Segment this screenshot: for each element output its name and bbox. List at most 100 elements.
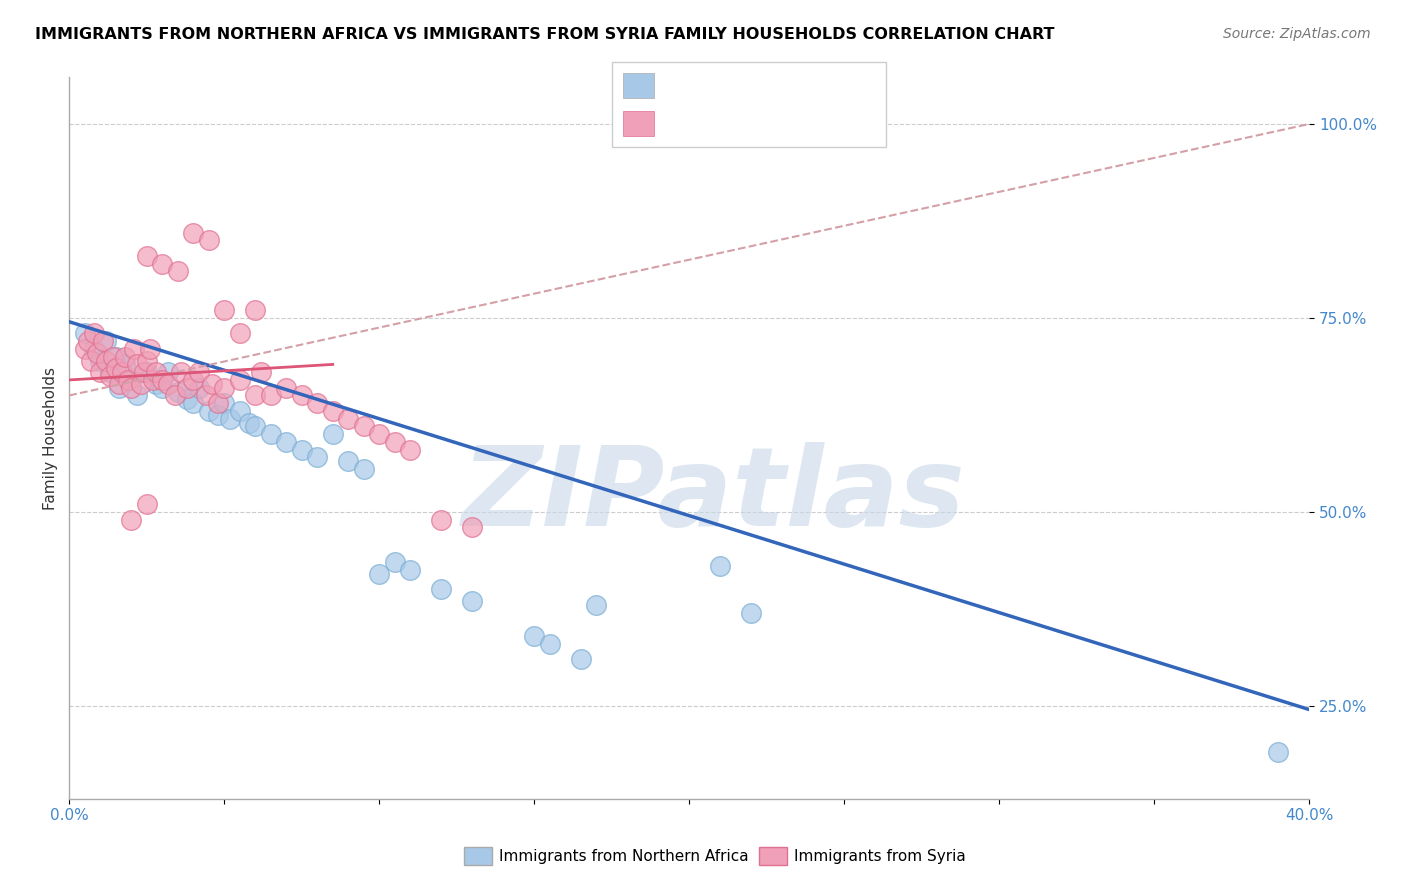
Text: 60: 60 [825, 112, 848, 129]
Point [260, 427, 283, 442]
Point [120, 512, 142, 526]
Point [163, 388, 186, 402]
Point [96, 334, 118, 348]
Point [181, 226, 204, 240]
Point [120, 373, 142, 387]
Point [166, 264, 188, 278]
Text: ZIPatlas: ZIPatlas [463, 442, 966, 549]
Point [322, 427, 344, 442]
Text: R =: R = [662, 112, 699, 129]
Point [176, 392, 198, 407]
Point [188, 381, 211, 395]
Point [157, 365, 180, 379]
Text: Immigrants from Northern Africa: Immigrants from Northern Africa [499, 849, 749, 863]
Point [145, 365, 167, 379]
Point [238, 416, 260, 430]
Point [86, 345, 108, 359]
Text: Immigrants from Syria: Immigrants from Syria [794, 849, 966, 863]
Point [166, 384, 188, 399]
Point [117, 373, 139, 387]
Point [73, 342, 96, 356]
Point [108, 376, 131, 391]
Point [585, 598, 607, 612]
Point [538, 637, 561, 651]
Point [212, 396, 235, 410]
Text: IMMIGRANTS FROM NORTHERN AFRICA VS IMMIGRANTS FROM SYRIA FAMILY HOUSEHOLDS CORRE: IMMIGRANTS FROM NORTHERN AFRICA VS IMMIG… [35, 27, 1054, 42]
Point [135, 353, 157, 368]
Text: 0.194: 0.194 [707, 112, 759, 129]
Point [229, 404, 252, 418]
Point [276, 381, 298, 395]
Point [129, 376, 152, 391]
Point [399, 442, 422, 457]
Point [127, 358, 149, 372]
Point [98, 365, 121, 379]
Point [104, 361, 127, 376]
Point [430, 512, 453, 526]
Point [207, 396, 229, 410]
Point [80, 353, 103, 368]
Point [1267, 745, 1289, 759]
Point [368, 427, 391, 442]
Point [291, 442, 314, 457]
Point [145, 376, 167, 391]
Point [229, 326, 252, 341]
Point [337, 454, 360, 468]
Point [322, 404, 344, 418]
Point [384, 434, 406, 449]
Y-axis label: Family Households: Family Households [44, 367, 58, 509]
Text: N =: N = [780, 72, 817, 90]
Point [207, 408, 229, 422]
Point [135, 249, 157, 263]
Point [157, 376, 180, 391]
Point [132, 365, 155, 379]
Point [76, 334, 98, 348]
Point [98, 369, 121, 384]
Point [197, 233, 219, 247]
Point [181, 396, 204, 410]
Point [114, 358, 136, 372]
Point [101, 350, 124, 364]
Point [740, 606, 762, 620]
Point [260, 388, 283, 402]
Point [89, 365, 111, 379]
Point [430, 582, 453, 597]
Point [194, 388, 217, 402]
Point [219, 411, 242, 425]
Point [120, 381, 142, 395]
Point [250, 365, 273, 379]
Point [139, 342, 162, 356]
Point [201, 376, 224, 391]
Text: 45: 45 [825, 72, 848, 90]
Point [399, 563, 422, 577]
Point [291, 388, 314, 402]
Point [104, 350, 127, 364]
Point [353, 462, 375, 476]
Point [127, 388, 149, 402]
Point [523, 629, 546, 643]
Point [353, 419, 375, 434]
Point [461, 594, 484, 608]
Point [150, 257, 173, 271]
Point [83, 342, 105, 356]
Point [709, 559, 731, 574]
Point [108, 381, 131, 395]
Point [150, 381, 173, 395]
Point [135, 365, 157, 379]
Point [91, 334, 114, 348]
Point [181, 373, 204, 387]
Point [569, 652, 592, 666]
Text: R =: R = [662, 72, 699, 90]
Point [176, 381, 198, 395]
Point [229, 373, 252, 387]
Point [197, 404, 219, 418]
Point [337, 411, 360, 425]
Point [245, 303, 267, 318]
Point [111, 365, 134, 379]
Point [461, 520, 484, 534]
Point [96, 353, 118, 368]
Text: N =: N = [780, 112, 817, 129]
Point [245, 388, 267, 402]
Point [124, 342, 146, 356]
Point [73, 326, 96, 341]
